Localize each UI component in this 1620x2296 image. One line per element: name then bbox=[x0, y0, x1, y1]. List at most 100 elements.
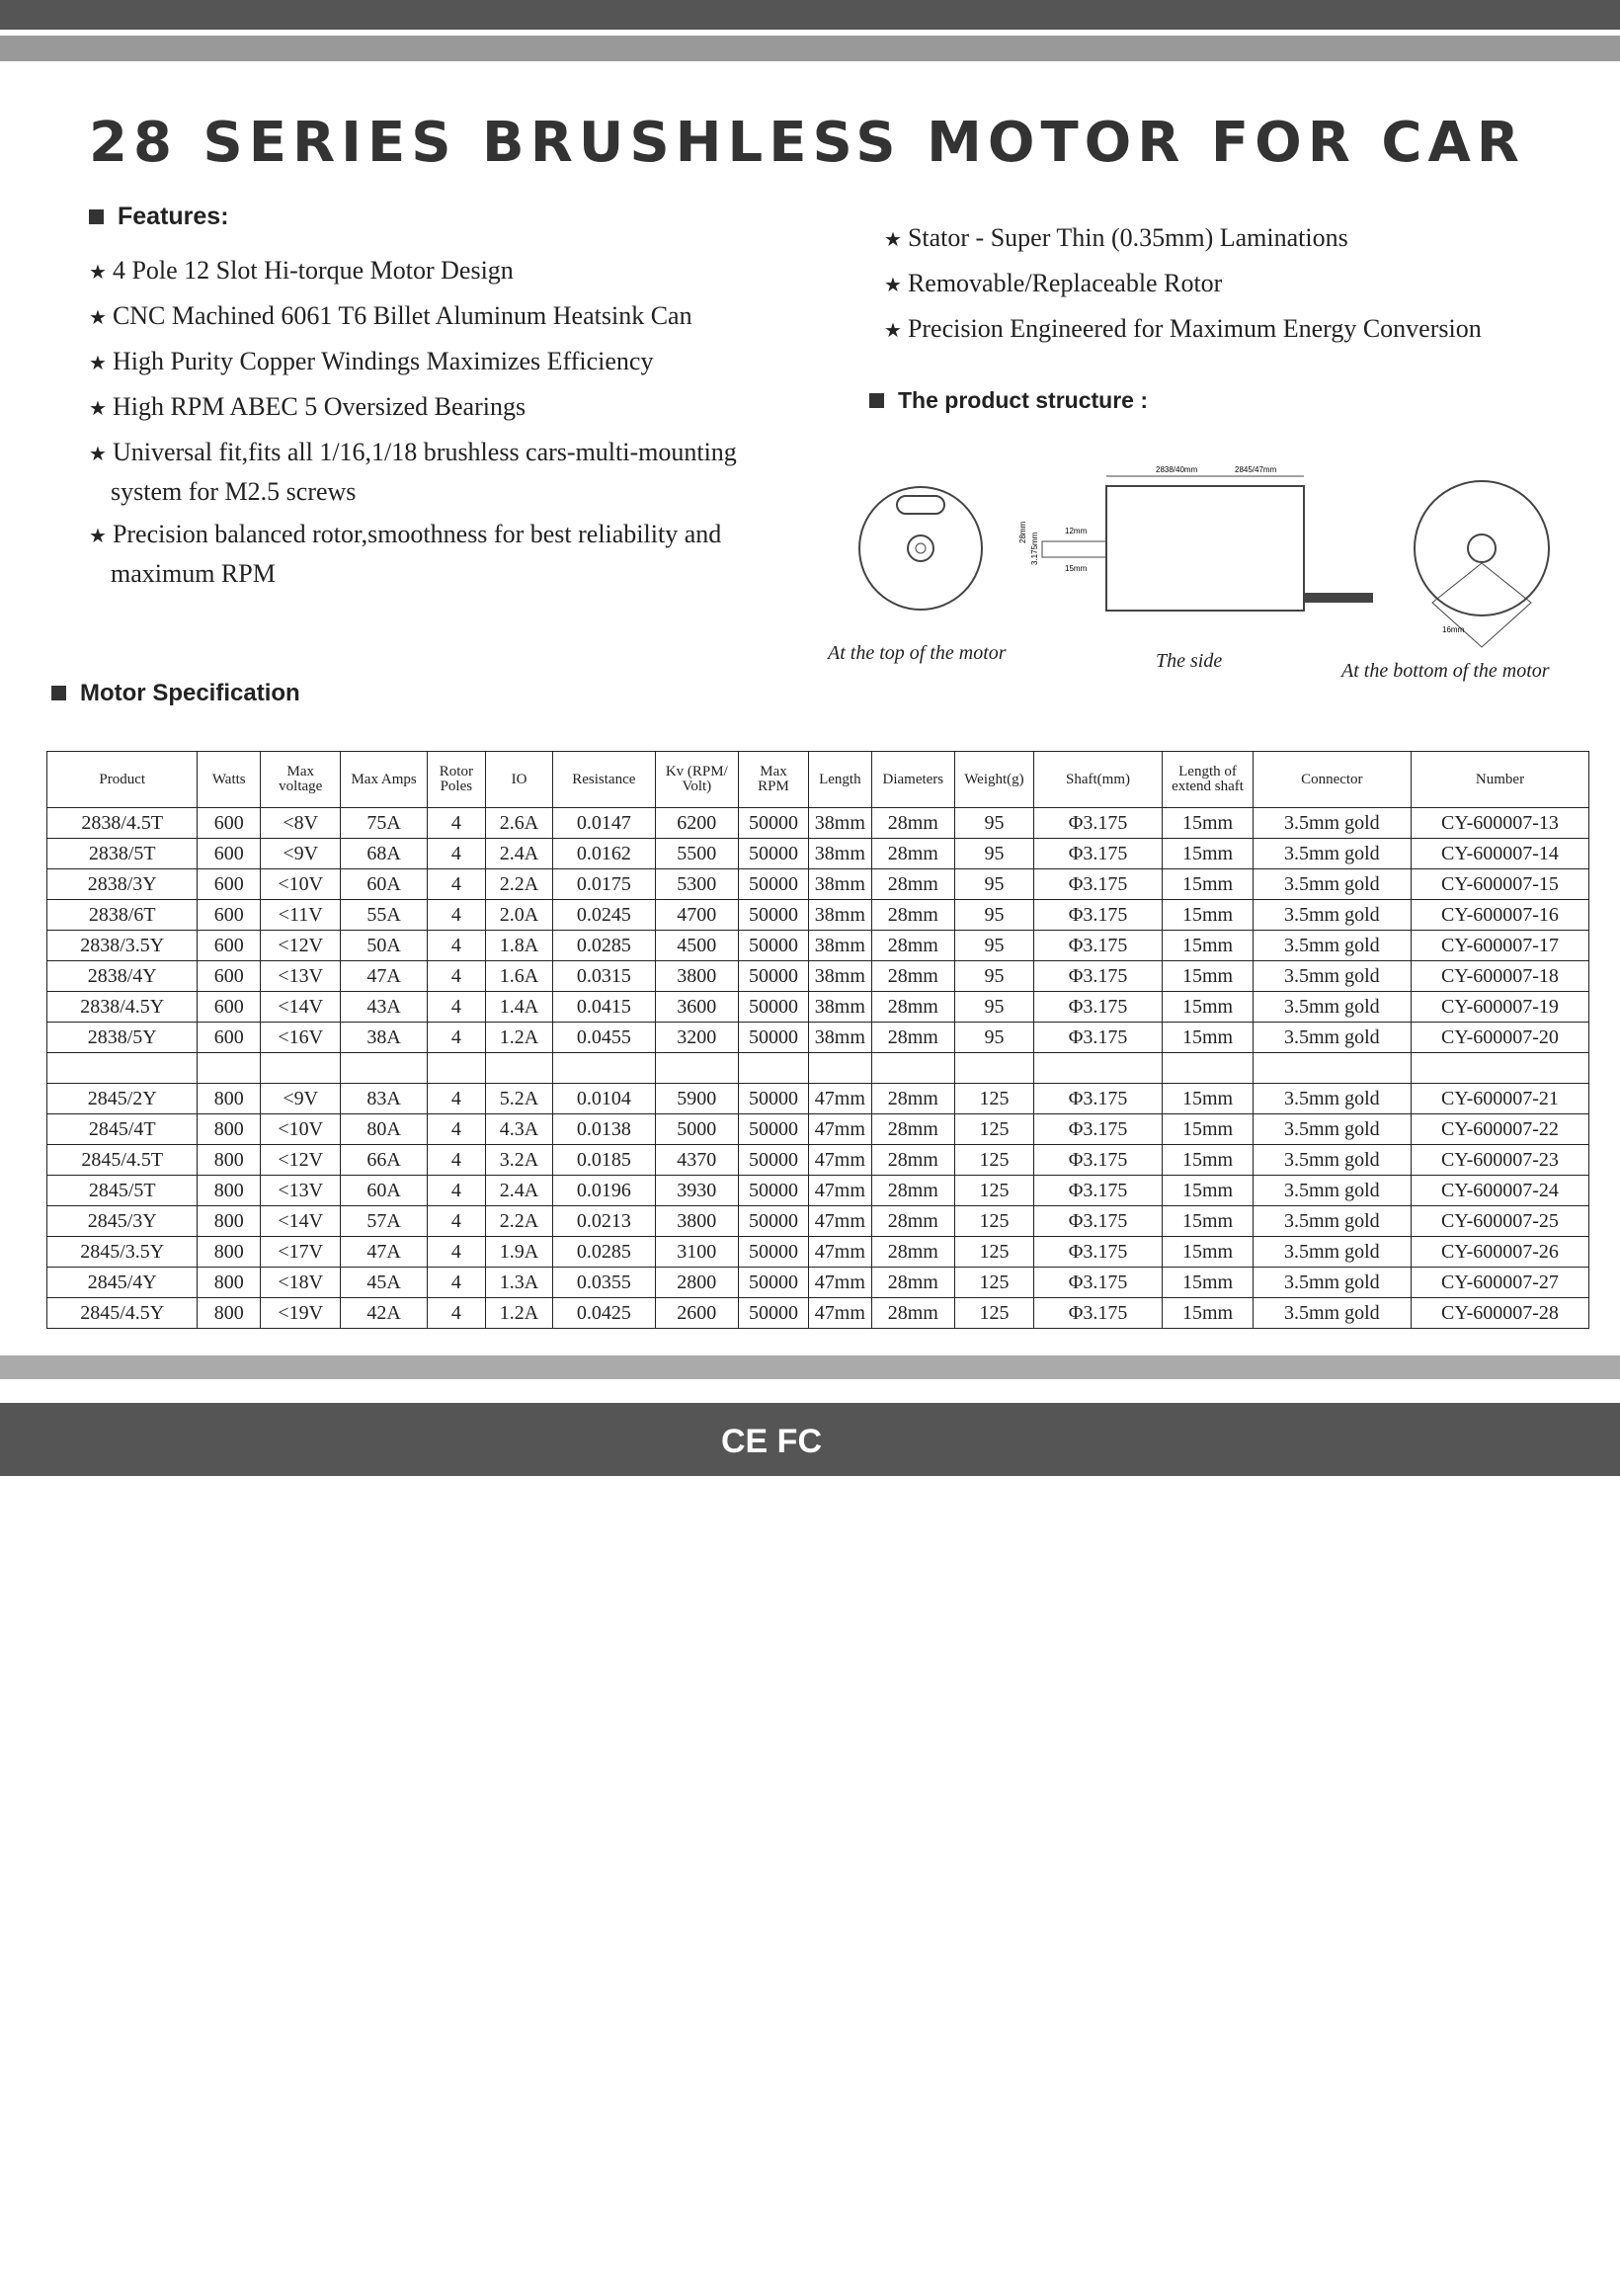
table-cell: 0.0355 bbox=[552, 1267, 656, 1298]
table-cell: 4 bbox=[426, 1144, 486, 1176]
table-cell: 47mm bbox=[808, 1113, 872, 1145]
table-cell: 47mm bbox=[808, 1175, 872, 1206]
table-cell: Φ3.175 bbox=[1032, 1267, 1164, 1298]
table-cell: 2845/4.5T bbox=[45, 1144, 199, 1176]
table-cell: 0.0104 bbox=[552, 1083, 656, 1114]
empty-cell bbox=[808, 1052, 872, 1084]
empty-cell bbox=[260, 1052, 342, 1084]
table-cell: 50000 bbox=[737, 868, 810, 900]
table-cell: 5300 bbox=[654, 868, 739, 900]
table-cell: Φ3.175 bbox=[1032, 1022, 1164, 1053]
table-cell: 15mm bbox=[1162, 838, 1254, 869]
table-cell: 95 bbox=[954, 960, 1034, 992]
table-cell: 95 bbox=[954, 991, 1034, 1023]
table-cell: 2838/4Y bbox=[45, 960, 199, 992]
header-cell: Kv (RPM/ Volt) bbox=[654, 751, 739, 808]
structure-heading: The product structure : bbox=[869, 387, 1148, 414]
table-cell: 50000 bbox=[737, 1022, 810, 1053]
table-cell: 15mm bbox=[1162, 1113, 1254, 1145]
table-cell: 0.0213 bbox=[552, 1205, 656, 1237]
table-cell: <18V bbox=[260, 1267, 342, 1298]
table-cell: 600 bbox=[197, 899, 262, 931]
table-cell: 28mm bbox=[870, 1297, 956, 1329]
table-cell: 50000 bbox=[737, 807, 810, 839]
empty-cell bbox=[1410, 1052, 1590, 1084]
table-cell: <8V bbox=[260, 807, 342, 839]
table-cell: <10V bbox=[260, 1113, 342, 1145]
header-cell: Diameters bbox=[870, 751, 956, 808]
table-cell: 47mm bbox=[808, 1297, 872, 1329]
table-cell: 125 bbox=[954, 1205, 1034, 1237]
table-cell: <9V bbox=[260, 1083, 342, 1114]
table-cell: 28mm bbox=[870, 1236, 956, 1268]
table-cell: 3.5mm gold bbox=[1252, 807, 1412, 839]
table-cell: 47A bbox=[340, 960, 428, 992]
table-cell: 4 bbox=[426, 991, 486, 1023]
bottom-band-light bbox=[0, 1355, 1620, 1379]
table-cell: 5500 bbox=[654, 838, 739, 869]
table-cell: 2838/4.5Y bbox=[45, 991, 199, 1023]
table-cell: 95 bbox=[954, 807, 1034, 839]
table-cell: 0.0315 bbox=[552, 960, 656, 992]
empty-cell bbox=[552, 1052, 656, 1084]
table-cell: 28mm bbox=[870, 930, 956, 961]
feature-item: Universal fit,fits all 1/16,1/18 brushle… bbox=[89, 434, 810, 510]
title: 28 SERIES BRUSHLESS MOTOR FOR CAR bbox=[89, 111, 1525, 175]
header-cell: IO bbox=[484, 751, 554, 808]
table-cell: 2845/3Y bbox=[45, 1205, 199, 1237]
table-cell: <19V bbox=[260, 1297, 342, 1329]
table-cell: <10V bbox=[260, 868, 342, 900]
feature-item: High RPM ABEC 5 Oversized Bearings bbox=[89, 388, 810, 428]
table-row: 2845/3.5Y 800 <17V 47A 4 1.9A 0.0285 3100 50000 4… bbox=[45, 1236, 1590, 1268]
table-cell: 15mm bbox=[1162, 868, 1254, 900]
table-cell: 4 bbox=[426, 899, 486, 931]
table-cell: 600 bbox=[197, 1022, 262, 1053]
table-cell: 0.0455 bbox=[552, 1022, 656, 1053]
table-cell: 15mm bbox=[1162, 1267, 1254, 1298]
table-cell: 95 bbox=[954, 899, 1034, 931]
table-cell: 38mm bbox=[808, 991, 872, 1023]
table-cell: 2838/5Y bbox=[45, 1022, 199, 1053]
caption: The side bbox=[1156, 650, 1223, 672]
table-cell: 600 bbox=[197, 930, 262, 961]
table-cell: 38A bbox=[340, 1022, 428, 1053]
table-cell: 95 bbox=[954, 868, 1034, 900]
table-cell: 600 bbox=[197, 838, 262, 869]
table-cell: 50000 bbox=[737, 1236, 810, 1268]
table-cell: 125 bbox=[954, 1144, 1034, 1176]
table-cell: 38mm bbox=[808, 899, 872, 931]
table-cell: 0.0175 bbox=[552, 868, 656, 900]
table-cell: 28mm bbox=[870, 1144, 956, 1176]
table-cell: CY-600007-18 bbox=[1410, 960, 1590, 992]
table-cell: 600 bbox=[197, 868, 262, 900]
table-cell: Φ3.175 bbox=[1032, 807, 1164, 839]
table-cell: 28mm bbox=[870, 807, 956, 839]
table-cell: 0.0162 bbox=[552, 838, 656, 869]
table-cell: 3600 bbox=[654, 991, 739, 1023]
bottom-band bbox=[0, 1403, 1620, 1476]
dim: 3.175mm bbox=[1030, 532, 1039, 565]
table-cell: 5.2A bbox=[484, 1083, 554, 1114]
header-cell: Length bbox=[808, 751, 872, 808]
empty-cell bbox=[1252, 1052, 1412, 1084]
table-cell: 125 bbox=[954, 1297, 1034, 1329]
table-cell: 15mm bbox=[1162, 930, 1254, 961]
table-row: 2845/4.5T 800 <12V 66A 4 3.2A 0.0185 4370 50000 4… bbox=[45, 1144, 1590, 1176]
shaft-core bbox=[915, 542, 927, 554]
table-cell: 28mm bbox=[870, 868, 956, 900]
table-cell: 800 bbox=[197, 1267, 262, 1298]
table-cell: 50000 bbox=[737, 1144, 810, 1176]
header-cell: Max Amps bbox=[340, 751, 428, 808]
table-cell: 50A bbox=[340, 930, 428, 961]
table-row: 2845/4.5Y 800 <19V 42A 4 1.2A 0.0425 2600 50000 4… bbox=[45, 1297, 1590, 1329]
table-cell: 3930 bbox=[654, 1175, 739, 1206]
table-cell: 2845/3.5Y bbox=[45, 1236, 199, 1268]
empty-cell bbox=[1032, 1052, 1164, 1084]
feature-item: Precision Engineered for Maximum Energy … bbox=[884, 310, 1576, 350]
top-view bbox=[858, 486, 983, 611]
table-cell: 2.6A bbox=[484, 807, 554, 839]
header-cell: Connector bbox=[1252, 751, 1412, 808]
table-cell: 0.0196 bbox=[552, 1175, 656, 1206]
table-row: 2838/5Y 600 <16V 38A 4 1.2A 0.0455 3200 50000 38m… bbox=[45, 1022, 1590, 1053]
